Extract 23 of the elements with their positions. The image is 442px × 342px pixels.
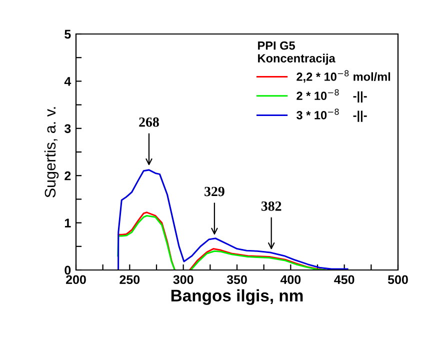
y-tick-label: 1	[64, 218, 71, 228]
x-tick-label: 450	[334, 275, 354, 284]
line-series	[118, 169, 348, 270]
x-tick-label: 200	[66, 275, 86, 284]
annotation: 382	[261, 201, 282, 211]
y-tick-label: 0	[64, 266, 71, 275]
x-tick-label: 250	[120, 275, 140, 284]
y-tick-label: 3	[64, 124, 71, 134]
x-axis-title: Bangos ilgis, nm	[171, 289, 303, 305]
legend-label: 2,2 * 10$^{−8}$ mol/ml	[296, 70, 390, 83]
x-tick-label: 400	[280, 275, 301, 284]
x-tick-label: 500	[388, 275, 408, 284]
text: 3 * 10$^{−8}$ -||-	[296, 108, 367, 122]
x-tick-label: 350	[226, 275, 247, 284]
annotation: 268	[139, 117, 159, 127]
annotation: 329	[204, 186, 224, 196]
legend-title: PPI G5 Koncentracija	[258, 41, 336, 65]
y-tick-label: 2	[64, 171, 71, 180]
y-tick-label: 5	[64, 30, 71, 39]
y-axis-title: Sugertis, a. v.	[44, 107, 59, 198]
text: 2 * 10$^{−8}$ -||-	[296, 89, 367, 103]
y-tick-label: 4	[64, 77, 72, 86]
x-tick-label: 300	[173, 275, 194, 284]
